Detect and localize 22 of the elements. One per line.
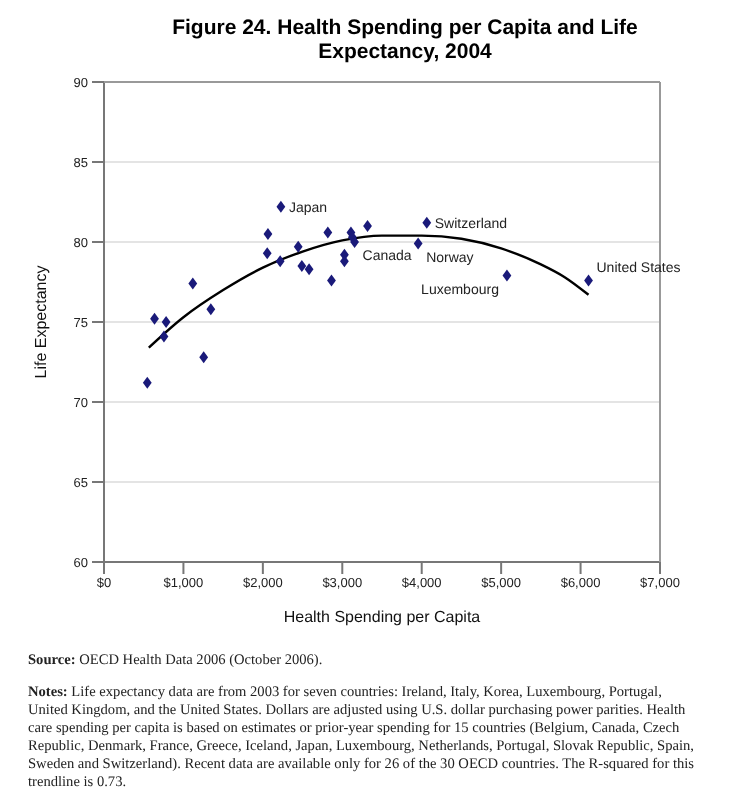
point [276, 200, 286, 213]
point [263, 228, 273, 240]
point [297, 260, 307, 272]
point [502, 269, 512, 282]
y-axis-title: Life Expectancy [31, 265, 50, 379]
point [293, 240, 303, 253]
point [161, 316, 171, 328]
point [275, 255, 285, 268]
point [304, 263, 314, 276]
point [188, 277, 198, 290]
point [413, 237, 423, 250]
point [159, 330, 169, 343]
line-series [147, 234, 590, 349]
point [422, 216, 432, 229]
point [206, 303, 216, 316]
point [363, 220, 372, 232]
point [262, 247, 272, 260]
chart-title: Figure 24. Health Spending per Capita and Life Expectancy, 2004 [170, 16, 640, 64]
point [199, 351, 209, 364]
x-axis-title: Health Spending per Capita [283, 608, 482, 626]
point [142, 376, 152, 389]
point [323, 226, 333, 239]
